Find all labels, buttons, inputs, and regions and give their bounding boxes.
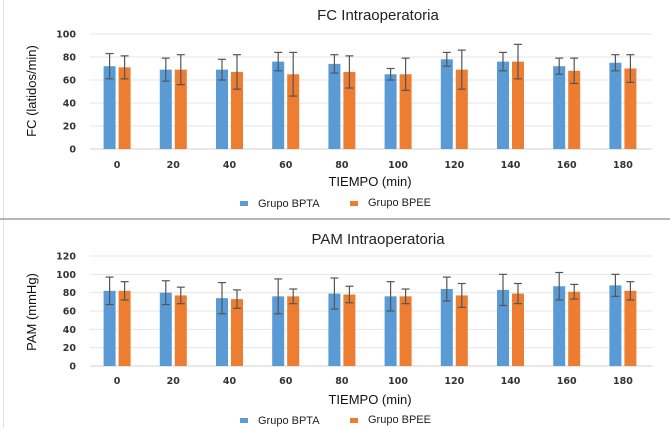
bar-bpee — [287, 74, 300, 149]
y-tick-label: 60 — [63, 307, 77, 318]
bar-bpta — [497, 289, 509, 366]
bar-bpee — [231, 299, 243, 366]
x-tick-label: 120 — [444, 160, 464, 171]
y-tick-label: 0 — [69, 362, 76, 373]
x-tick-label: 40 — [223, 376, 237, 387]
bar-bpta — [159, 292, 172, 366]
x-tick-label: 120 — [444, 376, 464, 387]
x-tick-label: 20 — [167, 160, 181, 171]
bar-bpee — [455, 295, 468, 366]
plot-area: 0 20 40 60 80 100 120 0 20 40 60 80 100 120 140 160 180 — [56, 252, 652, 387]
bar-bpta — [553, 286, 566, 366]
pam-chart: PAM Intraoperatoria PAM (mmHg) TIEMPO (m… — [24, 231, 652, 427]
bar-bpee — [624, 68, 637, 149]
legend-swatch-bpee — [350, 201, 358, 206]
x-tick-label: 160 — [557, 160, 577, 171]
bar-bpee — [343, 294, 356, 366]
bar-bpta — [103, 290, 116, 366]
bar-bpee — [118, 290, 131, 366]
legend: Grupo BPTA Grupo BPEE — [240, 414, 431, 427]
bar-bpee — [624, 290, 637, 366]
plot-area: 0 20 40 60 80 100 0 20 40 60 80 100 120 140 160 180 — [56, 30, 652, 171]
bar-bpee — [287, 296, 300, 366]
legend-label-bpee: Grupo BPEE — [368, 197, 431, 209]
x-axis-label: TIEMPO (min) — [328, 174, 411, 189]
y-axis-label: FC (latidos/min) — [24, 45, 39, 137]
x-tick-label: 40 — [223, 160, 237, 171]
frame-border — [3, 0, 4, 428]
bar-bpta — [384, 296, 397, 366]
bar-bpee — [343, 71, 356, 149]
bar-bpta — [497, 61, 509, 149]
fc-chart: FC Intraoperatoria FC (latidos/min) TIEM… — [24, 7, 652, 210]
bar-bpta — [216, 298, 228, 366]
bar-bpta — [216, 69, 228, 149]
y-tick-label: 100 — [56, 30, 76, 41]
x-tick-label: 60 — [279, 376, 293, 387]
y-tick-label: 100 — [56, 270, 76, 281]
bar-bpee — [118, 67, 131, 149]
y-tick-label: 20 — [63, 343, 77, 354]
bar-bpee — [568, 291, 581, 366]
y-tick-label: 20 — [63, 122, 77, 133]
legend-label-bpee: Grupo BPEE — [368, 414, 431, 426]
bar-bpta — [553, 66, 566, 149]
x-tick-label: 60 — [279, 160, 293, 171]
x-tick-label: 140 — [501, 160, 521, 171]
bar-bpee — [174, 295, 187, 366]
bar-bpee — [399, 74, 412, 149]
bar-bpta — [440, 289, 453, 366]
bar-bpee — [231, 71, 243, 149]
x-tick-label: 80 — [335, 376, 349, 387]
y-tick-label: 80 — [63, 288, 77, 299]
bar-bpta — [440, 59, 453, 149]
legend: Grupo BPTA Grupo BPEE — [240, 197, 431, 210]
bar-bpta — [328, 293, 341, 366]
y-tick-label: 40 — [63, 325, 77, 336]
x-tick-label: 100 — [388, 376, 408, 387]
x-tick-label: 80 — [335, 160, 349, 171]
legend-swatch-bpee — [350, 418, 358, 423]
y-tick-label: 40 — [63, 99, 77, 110]
legend-label-bpta: Grupo BPTA — [258, 415, 320, 427]
x-axis-label: TIEMPO (min) — [328, 392, 411, 407]
x-tick-label: 0 — [114, 376, 121, 387]
y-axis-label: PAM (mmHg) — [24, 273, 39, 351]
x-tick-label: 0 — [114, 160, 121, 171]
legend-swatch-bpta — [240, 201, 248, 206]
chart-title: FC Intraoperatoria — [317, 7, 439, 24]
bar-bpta — [328, 63, 341, 149]
legend-swatch-bpta — [240, 418, 248, 423]
bar-bpee — [399, 296, 412, 366]
x-tick-label: 20 — [167, 376, 181, 387]
y-tick-label: 80 — [63, 53, 77, 64]
bar-bpta — [384, 74, 397, 149]
bar-bpee — [512, 61, 524, 149]
y-tick-label: 120 — [56, 252, 76, 263]
bar-bpee — [512, 293, 524, 366]
x-tick-label: 180 — [613, 376, 633, 387]
chart-separator — [0, 218, 670, 220]
x-tick-label: 100 — [388, 160, 408, 171]
legend-label-bpta: Grupo BPTA — [258, 198, 320, 210]
bar-bpta — [159, 69, 172, 149]
bar-bpee — [568, 70, 581, 149]
y-tick-label: 60 — [63, 76, 77, 87]
x-tick-label: 160 — [557, 376, 577, 387]
y-tick-label: 0 — [69, 145, 76, 156]
x-tick-label: 180 — [613, 160, 633, 171]
bar-bpta — [609, 285, 622, 366]
bar-bpta — [609, 62, 622, 149]
x-tick-label: 140 — [501, 376, 521, 387]
bar-bpee — [174, 69, 187, 149]
chart-title: PAM Intraoperatoria — [311, 231, 445, 248]
bar-bpta — [272, 61, 285, 149]
bar-bpta — [103, 66, 116, 149]
